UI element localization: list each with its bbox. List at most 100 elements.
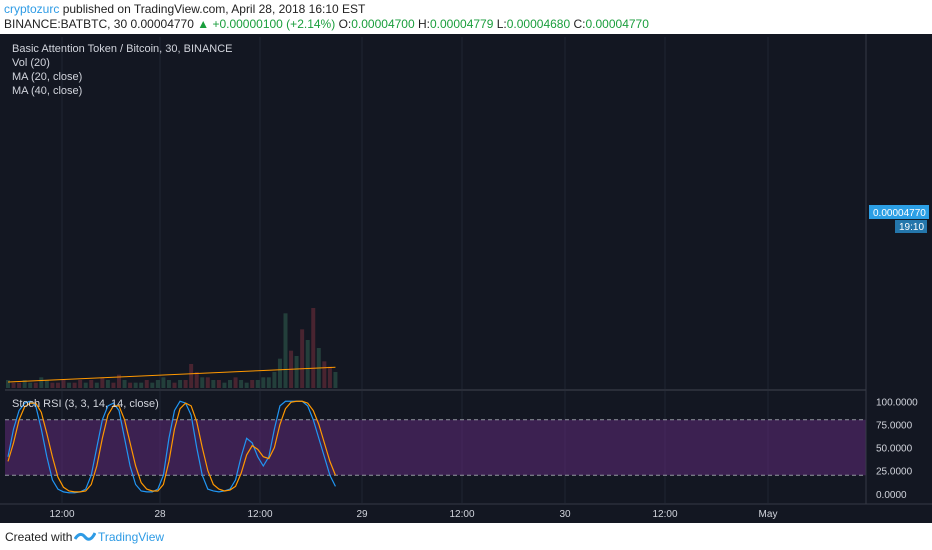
volume-bar [194,372,199,388]
volume-bar [277,358,282,388]
tradingview-logo-icon [74,532,96,541]
volume-bar [294,356,299,388]
volume-bar [327,366,332,388]
volume-bar [200,377,205,388]
volume-bar [261,377,266,388]
price-badge [869,205,929,219]
volume-bar [161,377,166,388]
volume-bar [283,313,288,388]
high-value: 0.00004779 [429,17,494,31]
price-badge-value: 0.00004770 [873,208,926,219]
time-tick-label: 30 [559,509,571,520]
volume-bar [78,380,83,388]
volume-bar [139,382,144,388]
volume-bar [211,380,216,388]
legend-ma40: MA (40, close) [12,85,82,97]
volume-bar [11,382,16,388]
volume-bar [67,382,72,388]
legend-stoch: Stoch RSI (3, 3, 14, 14, close) [12,398,159,410]
volume-bar [39,377,44,388]
symbol-label: BINANCE:BATBTC, 30 [4,17,128,31]
volume-bar [244,382,249,388]
price-change: ▲ +0.00000100 (+2.14%) [197,17,336,31]
time-tick-label: 28 [154,509,166,520]
volume-bar [322,361,327,388]
time-tick-label: 29 [356,509,368,520]
stoch-k-line [7,400,336,494]
volume-bar [266,377,271,388]
legend-vol: Vol (20) [12,57,50,69]
volume-bar [55,382,60,388]
chart-canvas[interactable]: 0(0.00005034)0.236(0.00004874)0.382(0.00… [0,34,932,523]
volume-bar [239,380,244,388]
countdown-value: 19:10 [899,222,924,233]
time-tick-label: 12:00 [49,509,74,520]
publish-line: cryptozurc published on TradingView.com,… [4,2,365,16]
volume-bar [133,382,138,388]
volume-bar [155,380,160,388]
volume-bar [311,308,316,388]
volume-bar [117,374,121,388]
high-label: H: [417,17,430,31]
open-label: O: [338,17,352,31]
ohlc-line: BINANCE:BATBTC, 30 0.00004770 ▲ +0.00000… [4,17,649,31]
axes: 0.000056000.000054000.000052000.00005000… [0,34,932,523]
last-price: 0.00004770 [130,17,194,31]
tradingview-brand-link[interactable]: TradingView [98,530,165,544]
stoch-rsi-pane [5,389,866,494]
volume-bar [128,382,133,388]
stoch-d-line [7,400,337,493]
created-with-label: Created with [5,530,73,544]
author-link[interactable]: cryptozurc [4,2,60,16]
volume-bars [6,308,338,388]
volume-bar [144,380,149,388]
volume-bar [172,382,177,388]
open-value: 0.00004700 [351,17,415,31]
volume-bar [83,382,88,388]
price-axis-background [866,34,932,523]
stoch-tick-label: 0.0000 [876,490,907,501]
volume-bar [22,380,27,388]
volume-bar [250,380,255,388]
volume-bar [255,380,260,388]
volume-bar [28,382,33,388]
volume-bar [205,377,210,388]
published-text: published on TradingView.com, April 28, … [62,2,366,16]
volume-bar [272,372,277,388]
volume-bar [233,377,238,388]
volume-bar [100,377,105,388]
chart-title: Basic Attention Token / Bitcoin, 30, BIN… [12,43,233,55]
volume-bar [150,382,155,388]
volume-bar [6,380,10,388]
stoch-tick-label: 75.0000 [876,420,913,431]
volume-ma-line [7,366,336,383]
volume-bar [33,382,38,388]
time-tick-label: May [759,509,778,520]
close-label: C: [573,17,586,31]
volume-bar [122,380,127,388]
volume-bar [178,380,183,388]
volume-bar [183,380,188,388]
time-tick-label: 12:00 [652,509,677,520]
volume-bar [50,382,55,388]
low-value: 0.00004680 [506,17,571,31]
volume-bar [89,380,94,388]
footer: Created with TradingView [0,523,932,550]
volume-bar [222,382,227,388]
close-value: 0.00004770 [585,17,649,31]
stoch-tick-label: 50.0000 [876,444,913,455]
legend-ma20: MA (20, close) [12,71,82,83]
stoch-tick-label: 100.0000 [876,397,918,408]
time-tick-label: 12:00 [449,509,474,520]
volume-bar [166,380,171,388]
stoch-band [5,419,866,476]
volume-bar [189,364,194,388]
volume-bar [17,382,22,388]
stoch-tick-label: 25.0000 [876,467,913,478]
publish-header: cryptozurc published on TradingView.com,… [0,0,932,34]
volume-bar [72,382,77,388]
volume-bar [94,382,99,388]
low-label: L: [496,17,507,31]
volume-bar [228,380,232,388]
volume-bar [111,382,116,388]
